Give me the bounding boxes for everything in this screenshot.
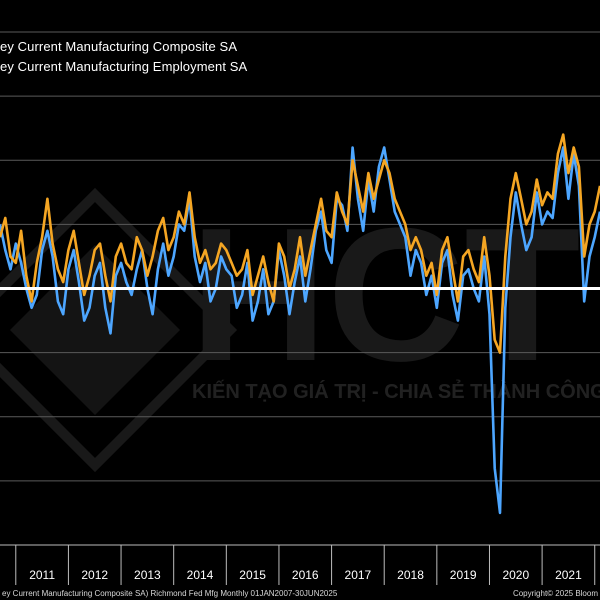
x-tick-label: 2012 <box>81 568 108 582</box>
x-tick-label: 2019 <box>450 568 477 582</box>
x-tick-label: 2015 <box>239 568 266 582</box>
series-line-employment <box>0 133 600 354</box>
legend-item-composite: ey Current Manufacturing Composite SA <box>0 36 247 56</box>
x-axis: 2011 2012 2013 2014 2015 2016 2017 2018 2019 2020… <box>0 544 600 585</box>
legend-label-composite: ey Current Manufacturing Composite SA <box>0 38 238 54</box>
x-tick-label: 2016 <box>292 568 319 582</box>
x-tick-label: 2013 <box>134 568 161 582</box>
series-line-composite <box>0 146 600 515</box>
legend-label-employment: ey Current Manufacturing Employment SA <box>0 58 248 74</box>
watermark-slogan: KIẾN TẠO GIÁ TRỊ - CHIA SẺ THÀNH CÔNG <box>192 379 600 403</box>
x-tick-label: 2021 <box>555 568 582 582</box>
footer-source: ey Current Manufacturing Composite SA) R… <box>2 588 338 598</box>
legend-item-employment: ey Current Manufacturing Employment SA <box>0 56 247 76</box>
x-tick-label: 2017 <box>345 568 372 582</box>
chart-footer: ey Current Manufacturing Composite SA) R… <box>0 586 600 600</box>
gridlines <box>0 31 600 482</box>
x-tick-label: 2011 <box>29 568 55 582</box>
legend: ey Current Manufacturing Composite SA ey… <box>0 36 247 76</box>
footer-copyright: Copyright© 2025 Bloom <box>512 588 598 598</box>
series-layer <box>0 133 600 515</box>
watermark-logo: HCT <box>190 189 580 401</box>
x-tick-label: 2014 <box>187 568 214 582</box>
x-tick-label: 2018 <box>397 568 424 582</box>
watermark-diamond-icon <box>0 187 238 473</box>
x-tick-label: 2020 <box>502 568 529 582</box>
